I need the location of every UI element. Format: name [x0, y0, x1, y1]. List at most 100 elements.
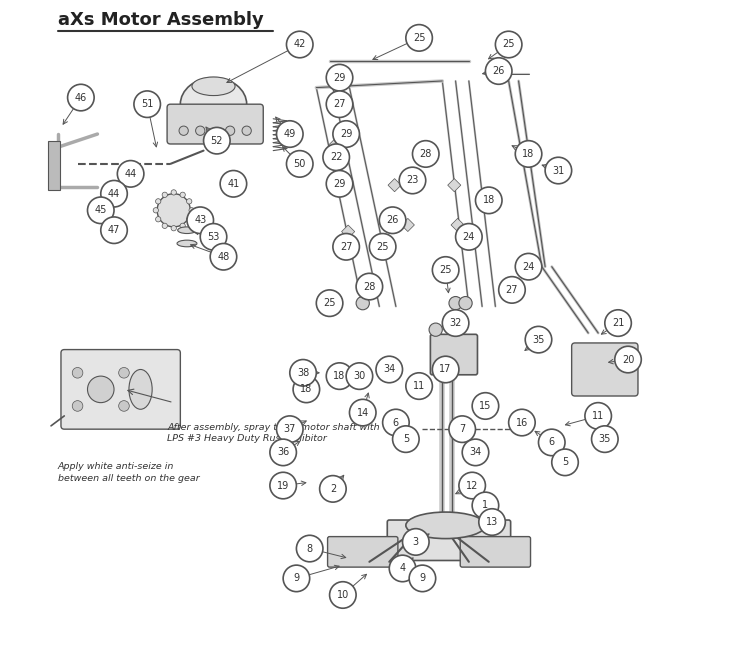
Text: 12: 12	[466, 481, 478, 491]
Text: 24: 24	[462, 232, 475, 242]
Circle shape	[515, 141, 541, 167]
Text: 5: 5	[562, 458, 569, 468]
Circle shape	[171, 190, 177, 195]
FancyBboxPatch shape	[61, 350, 180, 429]
Circle shape	[270, 472, 296, 499]
Circle shape	[432, 256, 459, 283]
Bar	[47, 141, 59, 190]
Circle shape	[379, 207, 406, 234]
Text: 34: 34	[469, 448, 481, 458]
Circle shape	[117, 161, 144, 187]
Circle shape	[442, 310, 468, 336]
Circle shape	[157, 194, 190, 227]
Text: 29: 29	[333, 73, 346, 83]
Text: 17: 17	[439, 364, 452, 374]
Bar	[388, 178, 401, 192]
Circle shape	[171, 226, 177, 231]
Circle shape	[413, 141, 439, 167]
Circle shape	[290, 360, 317, 386]
Circle shape	[87, 376, 114, 403]
Circle shape	[326, 363, 353, 390]
Text: 25: 25	[413, 33, 426, 43]
Circle shape	[317, 290, 343, 316]
Circle shape	[103, 186, 112, 195]
Text: 47: 47	[108, 225, 120, 235]
Ellipse shape	[177, 227, 196, 234]
Text: 27: 27	[333, 99, 346, 109]
Circle shape	[186, 216, 192, 222]
Text: 44: 44	[108, 188, 120, 198]
Circle shape	[196, 126, 205, 135]
Circle shape	[356, 296, 369, 310]
Circle shape	[399, 167, 426, 194]
Text: 9: 9	[420, 573, 426, 583]
Circle shape	[402, 529, 429, 555]
Circle shape	[162, 223, 168, 228]
Circle shape	[409, 565, 435, 591]
Circle shape	[472, 492, 499, 519]
Circle shape	[153, 208, 159, 213]
Circle shape	[326, 170, 353, 197]
Text: 19: 19	[277, 481, 290, 491]
Circle shape	[134, 91, 160, 117]
Text: 35: 35	[532, 334, 544, 344]
Circle shape	[449, 296, 462, 310]
Text: 31: 31	[552, 166, 565, 176]
Circle shape	[459, 296, 472, 310]
Text: 18: 18	[333, 371, 346, 381]
Bar	[451, 218, 464, 232]
Ellipse shape	[180, 78, 247, 131]
Text: 6: 6	[549, 438, 555, 448]
Text: 7: 7	[459, 424, 465, 434]
Circle shape	[376, 356, 402, 383]
Circle shape	[333, 121, 359, 147]
Circle shape	[390, 555, 416, 581]
Ellipse shape	[177, 240, 197, 247]
Circle shape	[456, 224, 482, 250]
Circle shape	[101, 217, 127, 244]
Text: 48: 48	[217, 252, 229, 262]
Circle shape	[326, 91, 353, 117]
Text: 18: 18	[300, 384, 313, 394]
Text: 4: 4	[399, 563, 405, 573]
Text: 11: 11	[413, 381, 425, 391]
Circle shape	[162, 192, 168, 197]
Circle shape	[220, 170, 247, 197]
Circle shape	[356, 273, 383, 300]
Text: 30: 30	[353, 371, 365, 381]
Bar	[341, 225, 355, 238]
Text: 5: 5	[403, 434, 409, 444]
Circle shape	[449, 416, 475, 442]
Circle shape	[87, 197, 114, 224]
Ellipse shape	[129, 370, 152, 410]
Circle shape	[270, 439, 296, 466]
Circle shape	[101, 180, 127, 207]
Circle shape	[515, 254, 541, 280]
Circle shape	[486, 58, 512, 85]
Circle shape	[72, 401, 83, 412]
Text: 50: 50	[293, 159, 306, 169]
Text: 16: 16	[516, 418, 528, 428]
Circle shape	[326, 65, 353, 91]
Circle shape	[592, 426, 618, 452]
Text: 28: 28	[420, 149, 432, 159]
Text: 43: 43	[194, 215, 206, 225]
Text: 44: 44	[125, 168, 137, 179]
Text: After assembly, spray tip of motor shaft with
LPS #3 Heavy Duty Rust Inhibitor: After assembly, spray tip of motor shaft…	[167, 422, 380, 444]
Text: 18: 18	[523, 149, 535, 159]
Text: 49: 49	[284, 129, 296, 139]
Text: Apply white anti-seize in
between all teeth on the gear: Apply white anti-seize in between all te…	[58, 462, 199, 483]
Circle shape	[179, 126, 188, 135]
Circle shape	[329, 581, 356, 608]
Text: 46: 46	[74, 93, 87, 103]
Circle shape	[525, 326, 552, 353]
Circle shape	[180, 223, 185, 228]
Text: 26: 26	[387, 215, 399, 225]
Text: 35: 35	[599, 434, 611, 444]
Text: 27: 27	[340, 242, 353, 252]
Circle shape	[479, 509, 505, 535]
Circle shape	[472, 393, 499, 419]
Text: 28: 28	[363, 282, 375, 292]
Circle shape	[475, 187, 502, 214]
Circle shape	[156, 198, 161, 204]
